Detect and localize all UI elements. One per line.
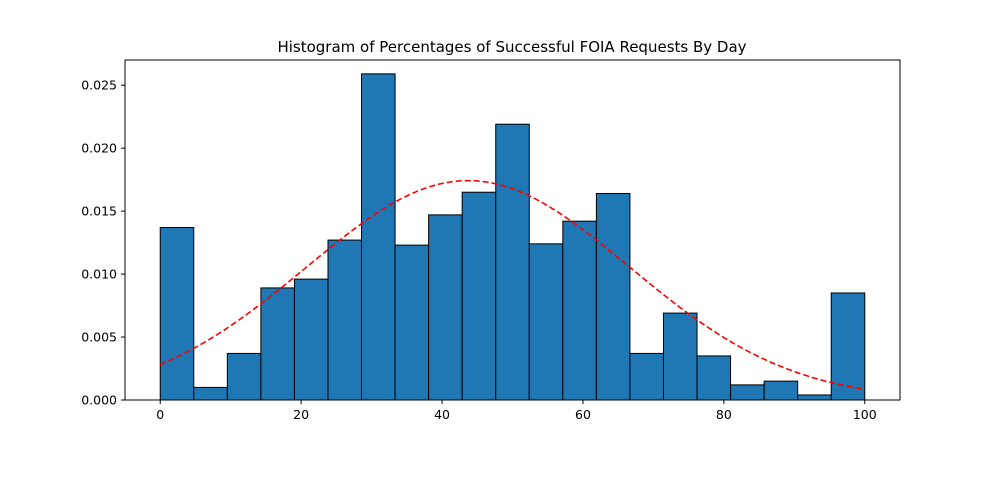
histogram-bar [763,380,799,401]
x-tick-label: 60 [575,407,591,422]
chart-title: Histogram of Percentages of Successful F… [277,38,746,56]
histogram-bar [528,243,564,401]
histogram-bar [495,123,530,401]
y-tick-label: 0.005 [81,330,117,345]
histogram-bar [696,355,732,401]
x-tick-label: 0 [156,407,164,422]
histogram-bar [193,386,228,401]
histogram-bar [461,191,497,401]
y-tick-label: 0.000 [81,393,117,408]
histogram-bar [595,192,631,401]
histogram-bar [730,384,765,401]
bars-layer [159,73,866,401]
axes-layer: 0 20 40 60 80 100 0.000 0.005 0.010 0.015 0.020 0.0… [81,59,901,422]
histogram-bar [226,352,262,401]
histogram-bar [293,278,329,401]
normal-fit-curve [159,179,865,391]
x-tick-label: 40 [434,407,450,422]
histogram-bar [394,244,430,401]
histogram-bar [159,226,195,401]
histogram-bar [662,312,698,401]
histogram-bar [629,352,664,401]
y-tick-label: 0.015 [81,204,117,219]
plot-frame [124,59,901,401]
x-tick-label: 100 [853,407,877,422]
histogram-bar [428,214,463,401]
histogram-bar [562,220,597,401]
x-tick-label: 20 [293,407,309,422]
y-tick-label: 0.020 [81,141,117,156]
x-tick-label: 80 [716,407,732,422]
histogram-bar [797,394,832,401]
histogram-bar [327,239,363,401]
y-tick-label: 0.010 [81,267,117,282]
histogram-bar [361,73,396,401]
y-tick-label: 0.025 [81,78,117,93]
histogram-bar [260,287,295,401]
histogram-bar [830,292,866,401]
fit-curve-layer [159,179,865,391]
